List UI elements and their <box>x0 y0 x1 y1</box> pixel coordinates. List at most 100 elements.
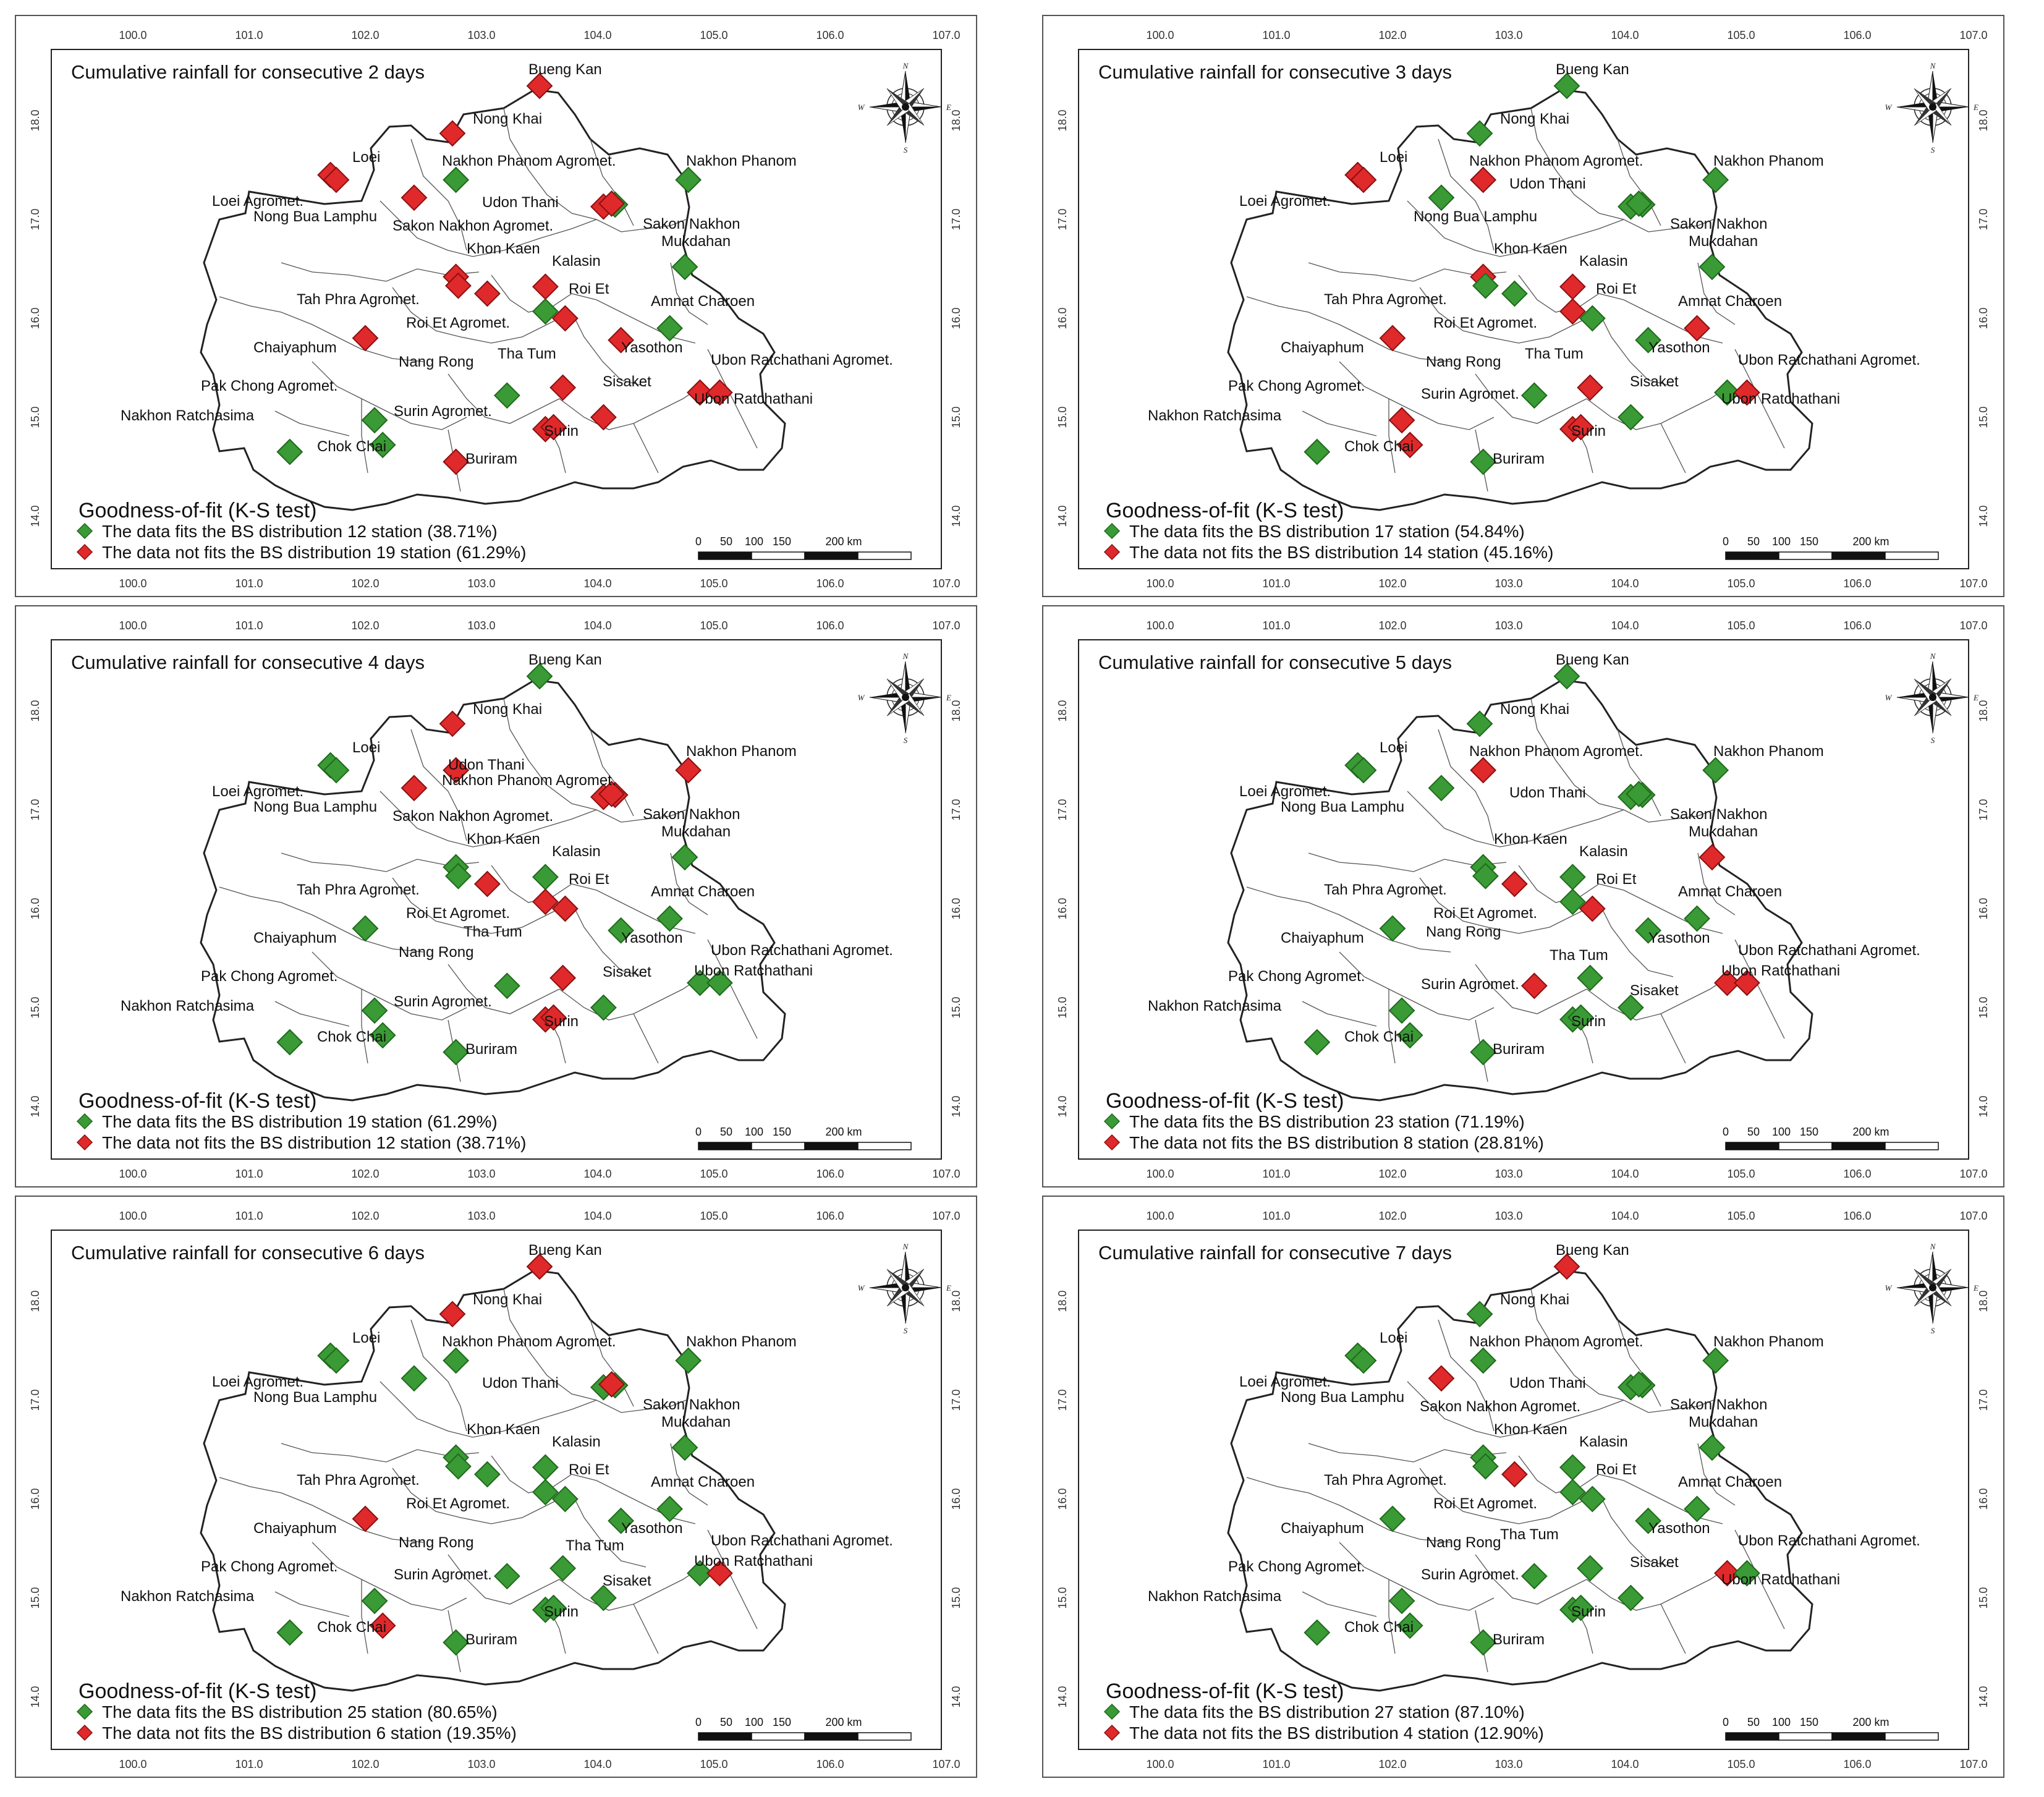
station-label: Khon Kaen <box>1494 831 1567 848</box>
scale-label: 200 km <box>825 1716 862 1728</box>
station-label: Bueng Kan <box>1556 61 1629 78</box>
lon-tick-label-bottom: 105.0 <box>700 1758 727 1770</box>
station-marker-buriram <box>443 448 470 475</box>
lat-tick-label-right: 15.0 <box>950 996 962 1018</box>
lon-tick-label-bottom: 106.0 <box>1843 1758 1871 1770</box>
lat-tick-label-right: 16.0 <box>950 1488 962 1510</box>
station-label: Sakon Nakhon Agromet. <box>392 808 553 825</box>
station-marker-yasothon <box>608 326 635 354</box>
lat-tick-label-left: 15.0 <box>29 1587 41 1608</box>
lon-tick-label-bottom: 100.0 <box>1146 1168 1174 1180</box>
lon-tick-label-bottom: 107.0 <box>932 1758 960 1770</box>
province-border <box>1246 1477 1451 1543</box>
lon-tick-label-bottom: 102.0 <box>1378 1168 1406 1180</box>
lat-tick-label-left: 18.0 <box>29 700 41 721</box>
station-label: Nong Bua Lamphu <box>253 208 377 225</box>
station-marker-roi-et <box>532 888 559 915</box>
station-marker-nang-rong <box>493 382 520 409</box>
lon-tick-label-top: 103.0 <box>1495 1210 1522 1222</box>
station-marker-mukdahan <box>671 844 698 871</box>
lon-tick-label-top: 100.0 <box>119 29 146 41</box>
station-label: Kalasin <box>1579 253 1628 270</box>
station-label: Nong Bua Lamphu <box>253 1389 377 1406</box>
station-label: Roi Et Agromet. <box>1433 1495 1537 1512</box>
lon-tick-label-bottom: 101.0 <box>1262 1168 1290 1180</box>
station-label: Tah Phra Agromet. <box>1324 291 1447 308</box>
compass-w-label: W <box>1885 693 1893 702</box>
province-border <box>312 361 467 430</box>
station-label: Amnat Charoen <box>1678 883 1782 900</box>
station-label: Nakhon Phanom Agromet. <box>442 1333 616 1350</box>
station-label: Nakhon Phanom <box>686 153 797 169</box>
legend-fits-swatch <box>1103 1703 1121 1720</box>
lat-tick-label-left: 16.0 <box>29 307 41 329</box>
station-marker-yasothon <box>1635 1507 1662 1534</box>
lat-tick-label-left: 17.0 <box>1056 208 1069 230</box>
lon-tick-label-top: 105.0 <box>700 1210 727 1222</box>
province-border <box>491 865 696 934</box>
lat-tick-label-left: 15.0 <box>1056 406 1069 428</box>
lon-tick-label-bottom: 102.0 <box>1378 1758 1406 1770</box>
station-label: Khon Kaen <box>1494 1421 1567 1438</box>
station-label: Nong Bua Lamphu <box>253 799 377 815</box>
station-label: Roi Et <box>1596 1461 1637 1478</box>
lat-tick-label-left: 16.0 <box>1056 898 1069 919</box>
station-marker-udon-thani <box>443 1347 470 1374</box>
station-label: Udon Thani <box>1509 1375 1586 1391</box>
station-label: Loei <box>352 149 380 166</box>
station-label: Nong Khai <box>473 1291 542 1308</box>
compass-n-label: N <box>902 61 909 70</box>
scale-label: 150 <box>1800 1126 1818 1138</box>
station-label: Nakhon Ratchasima <box>121 407 255 424</box>
compass-rose-icon: N S E W <box>858 652 951 745</box>
station-label: Amnat Charoen <box>651 883 755 900</box>
lat-tick-label-right: 17.0 <box>1977 1389 1990 1411</box>
lat-tick-label-left: 14.0 <box>1056 1095 1069 1117</box>
province-border <box>1530 698 1714 823</box>
station-label: Pak Chong Agromet. <box>1228 378 1365 394</box>
station-marker-sisaket <box>590 1584 617 1612</box>
province-border <box>1697 262 1736 325</box>
station-label: Tah Phra Agromet. <box>297 291 420 308</box>
province-border <box>1388 989 1396 1064</box>
station-marker-roi-et <box>532 1479 559 1506</box>
lon-tick-label-bottom: 103.0 <box>1495 577 1522 590</box>
station-label: Roi Et Agromet. <box>1433 905 1537 922</box>
station-label: Chaiyaphum <box>253 930 337 946</box>
lat-tick-label-right: 18.0 <box>950 109 962 131</box>
station-label: Nang Rong <box>399 1534 473 1551</box>
province-border <box>410 138 467 251</box>
station-marker-pak-chong-agromet <box>1388 997 1415 1024</box>
station-marker-nakhon-ratchasima <box>1304 1619 1331 1646</box>
station-label: Chok Chai <box>1344 438 1414 455</box>
province-border <box>1475 373 1587 424</box>
station-label: Ubon Ratchathani Agromet. <box>1738 352 1920 368</box>
station-label: Nakhon Phanom Agromet. <box>442 153 616 169</box>
station-marker-nong-bua-lamphu <box>401 1365 428 1392</box>
lat-tick-label-right: 17.0 <box>950 799 962 820</box>
station-marker-surin <box>540 414 567 441</box>
station-marker-ubon-ratchathani <box>706 969 733 996</box>
station-marker-sisaket <box>1617 1584 1644 1612</box>
station-marker-roi-et <box>1559 1479 1586 1506</box>
station-marker-nong-khai <box>1466 120 1493 147</box>
lat-tick-label-left: 16.0 <box>1056 307 1069 329</box>
station-marker-amnat-charoen <box>656 905 683 932</box>
map-panel-3: 100.0 100.0 101.0 101.0 102.0 102.0 103.0 103.0… <box>15 605 977 1187</box>
station-label: Roi Et <box>1596 871 1637 888</box>
station-marker-nang-rong <box>1520 1563 1548 1590</box>
lon-tick-label-top: 101.0 <box>1262 1210 1290 1222</box>
legend-not-fits-swatch <box>1103 1134 1121 1151</box>
lon-tick-label-top: 105.0 <box>1727 619 1755 632</box>
scale-label: 150 <box>1800 535 1818 548</box>
lon-tick-label-bottom: 104.0 <box>1611 1758 1639 1770</box>
station-marker-udon-thani <box>1470 166 1497 193</box>
station-marker-sakon-nakhon <box>1626 1370 1652 1398</box>
station-marker-yasothon <box>1635 917 1662 944</box>
station-marker-nong-khai <box>1466 710 1493 737</box>
station-label: Roi Et Agromet. <box>406 315 510 331</box>
station-label: Nang Rong <box>1426 1534 1501 1551</box>
station-marker-chok-chai <box>1396 1612 1423 1639</box>
station-label: Sisaket <box>603 1573 651 1589</box>
scale-bar: 0 50 100 150 200 km <box>1723 535 1939 560</box>
